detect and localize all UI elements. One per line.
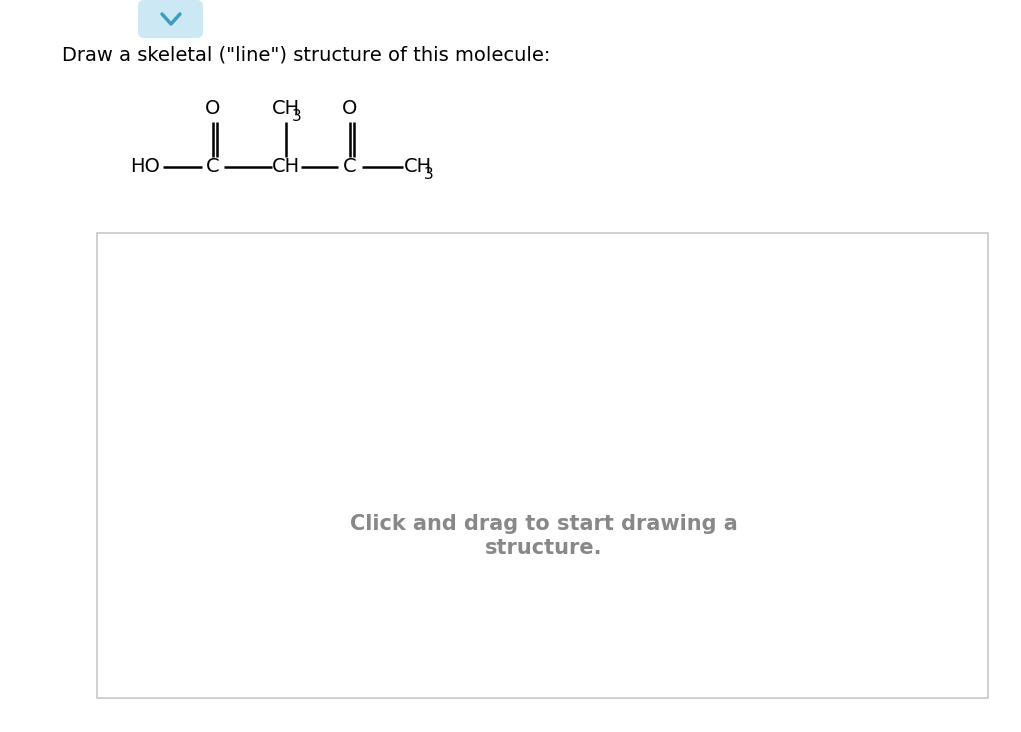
Text: Draw a skeletal ("line") structure of this molecule:: Draw a skeletal ("line") structure of th… xyxy=(62,45,550,64)
FancyBboxPatch shape xyxy=(97,233,988,698)
Text: C: C xyxy=(206,157,220,176)
Text: CH: CH xyxy=(404,157,432,176)
Text: C: C xyxy=(343,157,356,176)
Text: 3: 3 xyxy=(424,167,434,182)
FancyBboxPatch shape xyxy=(138,0,203,38)
Text: HO: HO xyxy=(130,157,160,176)
Text: Click and drag to start drawing a
structure.: Click and drag to start drawing a struct… xyxy=(350,515,738,558)
Text: CH: CH xyxy=(272,157,300,176)
Text: 3: 3 xyxy=(292,109,301,124)
Text: O: O xyxy=(205,100,221,119)
Text: CH: CH xyxy=(272,100,300,119)
Text: O: O xyxy=(342,100,357,119)
